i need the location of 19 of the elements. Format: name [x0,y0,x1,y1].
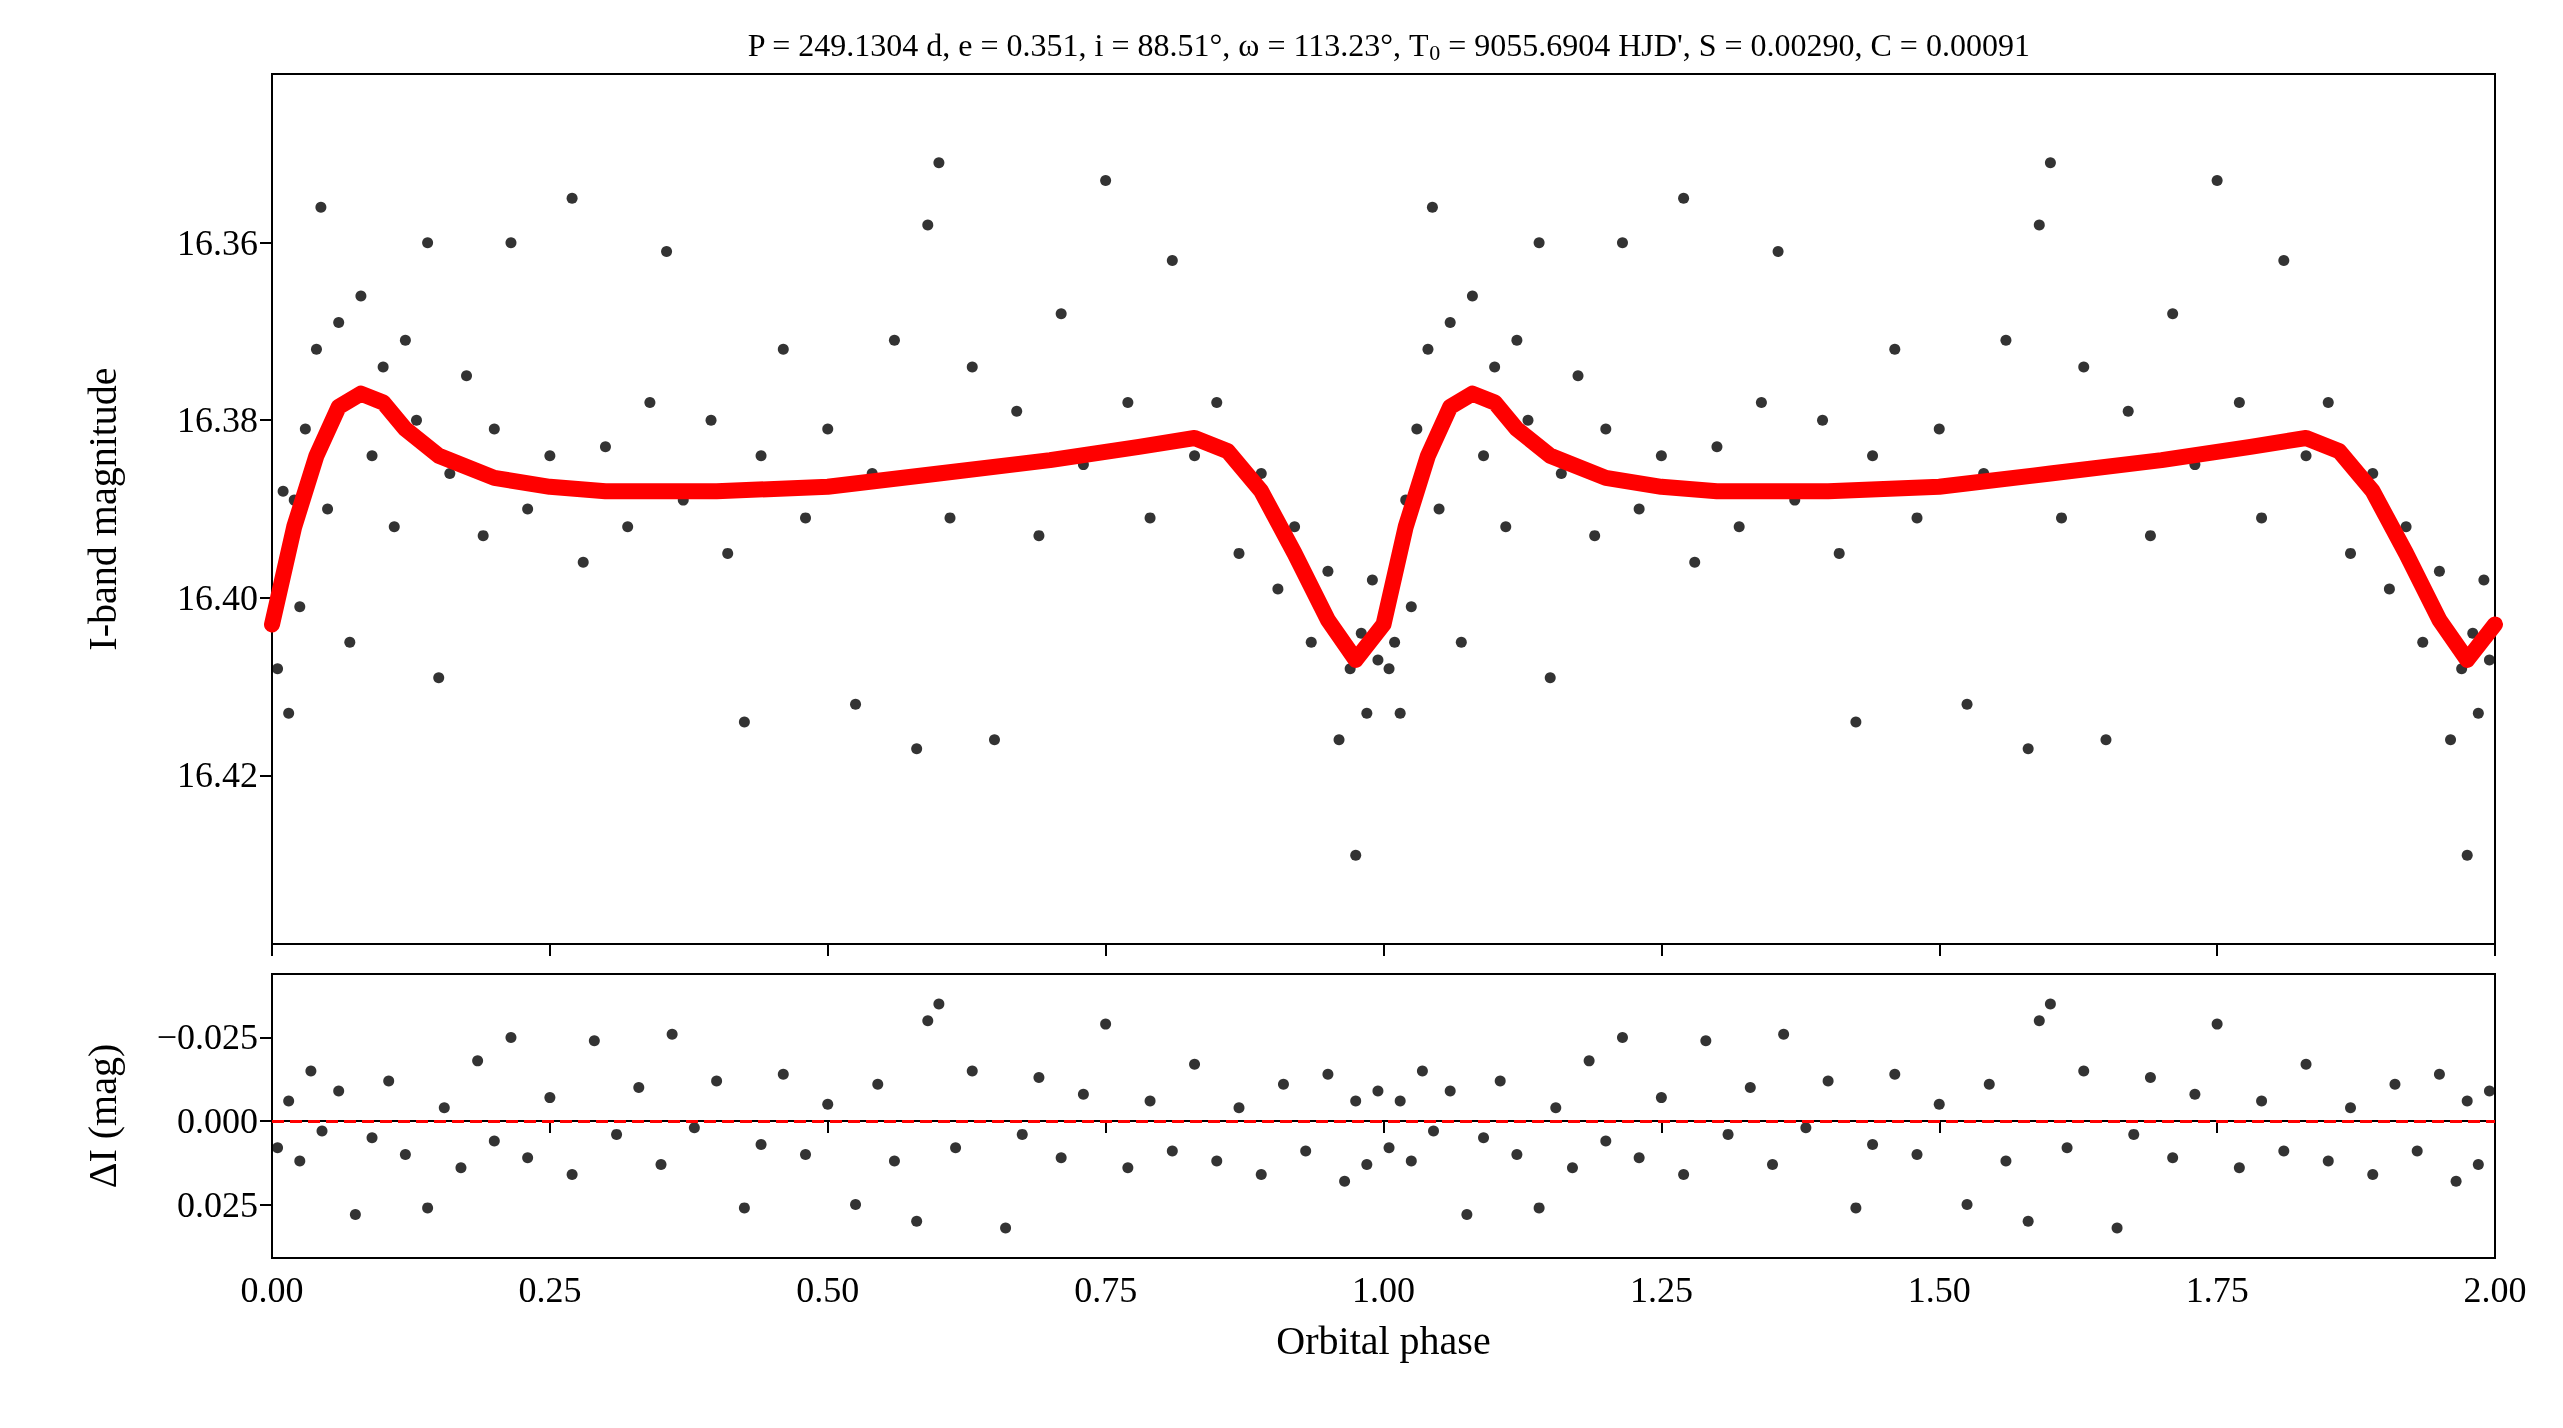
x-tick-label: 1.25 [1629,1270,1693,1310]
x-tick-label: 0.50 [796,1270,860,1310]
x-tick-label: 0.25 [518,1270,582,1310]
y-tick-label: −0.025 [156,1017,258,1058]
x-tick-label: 0.75 [1074,1270,1138,1310]
x-tick-label: 0.00 [240,1270,304,1310]
x-axis-title: Orbital phase [1276,1317,1491,1363]
x-tick-label: 2.00 [2463,1270,2527,1310]
y-axis-title: I-band magnitude [79,367,125,651]
y-tick-label: 16.40 [177,577,258,618]
y-tick-label: 16.38 [177,400,258,441]
x-tick-label: 1.00 [1352,1270,1415,1310]
y-tick-label: 0.025 [177,1184,258,1225]
y-tick-label: 0.000 [177,1101,258,1142]
x-tick-label: 1.75 [2185,1270,2249,1310]
y-tick-label: 16.36 [177,222,258,263]
x-tick-label: 1.50 [1907,1270,1971,1310]
y-axis-title: ΔI (mag) [79,1043,125,1189]
y-tick-label: 16.42 [177,755,258,796]
